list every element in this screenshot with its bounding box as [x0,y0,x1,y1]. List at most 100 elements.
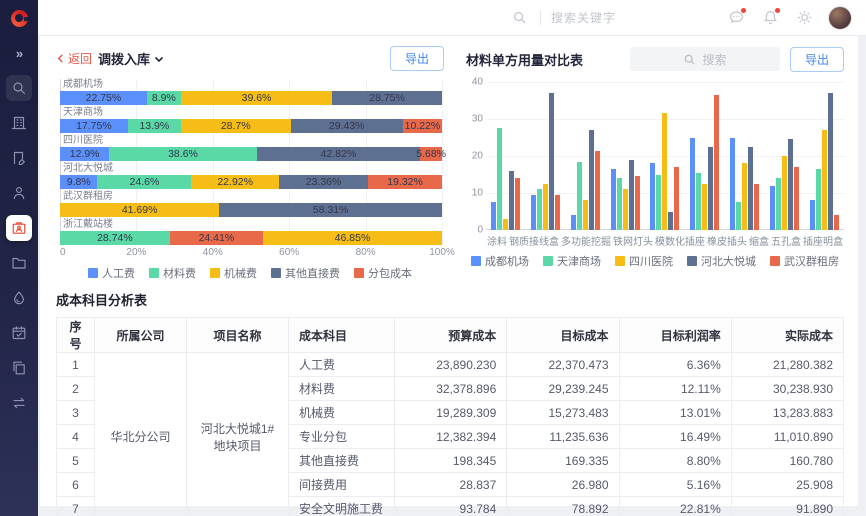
legend-item[interactable]: 四川医院 [615,253,673,269]
x-axis-ticks: 0 20% 40% 60% 80% 100% [60,247,455,260]
stacked-row-label: 浙江戴站楼 [63,219,113,230]
messages-badge [741,7,746,13]
app-logo[interactable] [0,0,38,36]
legend-item[interactable]: 分包成本 [354,265,412,281]
legend-swatch [770,256,780,266]
table-row: 4 专业分包 12,382.394 11,235.636 16.49% 11,01… [56,424,845,449]
column-header: 目标成本 [506,317,620,353]
bar-天津商场 [696,172,702,230]
legend-item[interactable]: 河北大悦城 [687,253,756,269]
sidebar-item-search-icon[interactable] [6,75,32,101]
sidebar-item-work-card-icon[interactable] [6,215,32,241]
x-tick: 0 [60,247,66,258]
chart-search-input[interactable]: 搜索 [629,47,780,71]
bar-河北大悦城 [827,93,833,230]
search-icon [685,54,695,64]
legend-item[interactable]: 武汉群租房 [770,253,839,269]
legend-swatch [354,268,364,278]
legend-swatch [88,268,98,278]
legend-item[interactable]: 人工费 [88,265,135,281]
gridline [136,79,138,245]
legend-item[interactable]: 天津商场 [543,253,601,269]
sidebar-nav [6,75,32,416]
bar-河北大悦城 [549,93,555,230]
cell-margin: 22.81% [618,496,732,516]
legend-item[interactable]: 其他直接费 [271,265,340,281]
cell-target: 26.980 [506,472,620,497]
settings-icon[interactable] [794,8,814,28]
x-category-label: 插座明盒 [803,237,843,248]
column-header: 预算成本 [393,317,508,353]
x-tick: 100% [429,247,455,258]
x-tick: 60% [279,247,300,258]
bar-天津商场 [537,189,543,230]
legend-item[interactable]: 成都机场 [471,253,529,269]
bar-四川医院 [662,113,668,230]
column-header: 序号 [56,317,95,353]
bar-天津商场 [497,128,503,230]
sidebar-item-water-drop-icon[interactable] [6,285,32,311]
column-header: 项目名称 [186,317,289,353]
stacked-row-label: 成都机场 [63,79,103,90]
bar-segment-分包成本: 24.41% [169,231,264,245]
bar-segment-机械费: 22.92% [191,175,279,189]
bar-group-多功能挖掘 [570,130,600,230]
user-avatar[interactable] [828,5,852,30]
sidebar-item-document-edit-icon[interactable] [6,145,32,171]
cell-no: 2 [56,376,95,401]
global-search[interactable]: 搜索关键字 [510,8,616,28]
x-category-label: 多功能挖掘 [561,237,611,248]
sidebar-item-building-icon[interactable] [6,110,32,136]
stacked-row-label: 四川医院 [63,135,103,146]
stacked-bar: 28.74% 24.41% 46.85% [60,231,442,245]
stacked-bar: 22.75% 8.9% 39.6% 28.75% [60,91,442,105]
sidebar-item-transfer-arrows-icon[interactable] [6,390,32,416]
bar-四川医院 [781,156,787,230]
table-header-row: 序号 所属公司 项目名称 成本科目 预算成本 目标成本 目标利润率 实际成本 [56,317,845,353]
content-card: 返回 调拨入库 导出 成都机场 22.75% 8.9% 39.6% 28.75% 天津… [40,36,858,516]
bar-group-缩盒 [729,137,759,230]
bar-天津商场 [616,178,622,230]
chevron-left-icon [57,54,63,63]
cell-budget: 32,378.896 [393,376,508,401]
sidebar-item-user-audit-icon[interactable] [6,180,32,206]
cell-target: 78.892 [506,496,620,516]
cell-margin: 16.49% [618,424,732,449]
bar-segment-材料费: 8.9% [146,91,181,105]
cell-subject: 人工费 [288,352,395,377]
sidebar-item-folder-icon[interactable] [6,250,32,276]
stacked-row: 天津商场 17.75% 13.9% 28.7% 29.43% 10.22% [60,107,442,133]
export-button-left[interactable]: 导出 [389,46,444,71]
cell-actual: 21,280.382 [730,352,845,377]
bar-segment-其他直接费: 23.36% [278,175,369,189]
cell-company: 华北分公司 [94,352,187,516]
legend-item[interactable]: 机械费 [210,265,257,281]
bar-四川医院 [503,218,509,230]
messages-icon[interactable] [726,7,746,28]
gridline [212,79,214,245]
gridline [486,82,844,83]
legend-swatch [210,268,220,278]
bar-成都机场 [650,163,656,230]
bar-河北大悦城 [628,159,634,230]
sidebar: » [0,36,38,516]
cell-budget: 12,382.394 [393,424,508,449]
cell-actual: 30,238.930 [730,376,845,401]
x-category-label: 五孔盒 [771,237,801,248]
cell-subject: 其他直接费 [288,448,395,473]
export-button-right[interactable]: 导出 [789,46,844,72]
notifications-icon[interactable] [760,7,780,28]
cell-actual: 25.908 [730,472,845,497]
bar-四川医院 [821,130,827,230]
back-link[interactable]: 返回 [56,50,92,67]
page-title-dropdown[interactable]: 调拨入库 [98,49,164,68]
bar-河北大悦城 [747,146,753,230]
x-tick: 40% [202,247,223,258]
sidebar-expand-icon[interactable]: » [15,46,23,61]
legend-item[interactable]: 材料费 [149,265,196,281]
bar-天津商场 [735,202,741,230]
cell-budget: 93.784 [393,496,508,516]
bar-武汉群租房 [833,215,839,230]
sidebar-item-copy-pages-icon[interactable] [6,355,32,381]
sidebar-item-calendar-check-icon[interactable] [6,320,32,346]
